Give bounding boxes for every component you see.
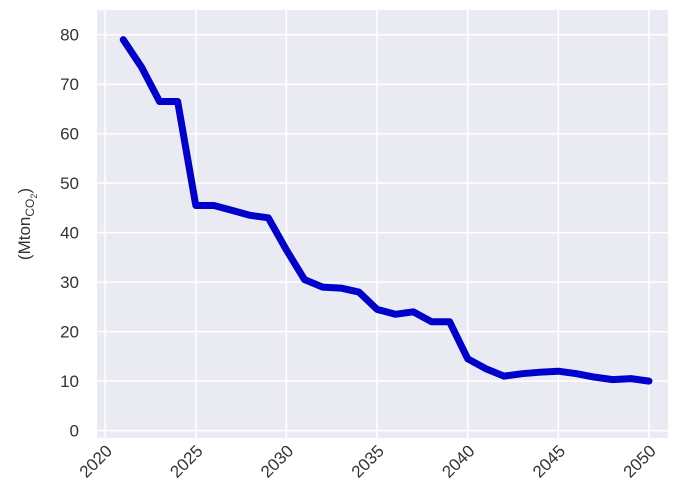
y-tick-label: 60 [60,125,79,144]
y-label-subsub: 2 [29,194,39,199]
y-axis-label: (MtonCO2) [15,188,39,260]
y-tick-label: 30 [60,273,79,292]
y-tick-label: 20 [60,323,79,342]
x-tick-label: 2020 [76,441,116,481]
y-label-main: (Mton [15,217,34,260]
x-tick-label: 2050 [620,441,660,481]
x-tick-label: 2030 [257,441,297,481]
x-tick-label: 2035 [348,441,388,481]
y-tick-label: 10 [60,372,79,391]
y-tick-label: 50 [60,174,79,193]
plot-area [97,10,668,438]
y-label-close: ) [15,188,34,194]
y-tick-label: 70 [60,75,79,94]
y-tick-label: 0 [70,422,79,441]
y-label-sub: CO [23,199,37,217]
y-tick-label: 80 [60,26,79,45]
x-tick-label: 2025 [166,441,206,481]
line [119,36,653,385]
y-tick-label: 40 [60,224,79,243]
x-tick-label: 2040 [438,441,478,481]
x-tick-label: 2045 [529,441,569,481]
